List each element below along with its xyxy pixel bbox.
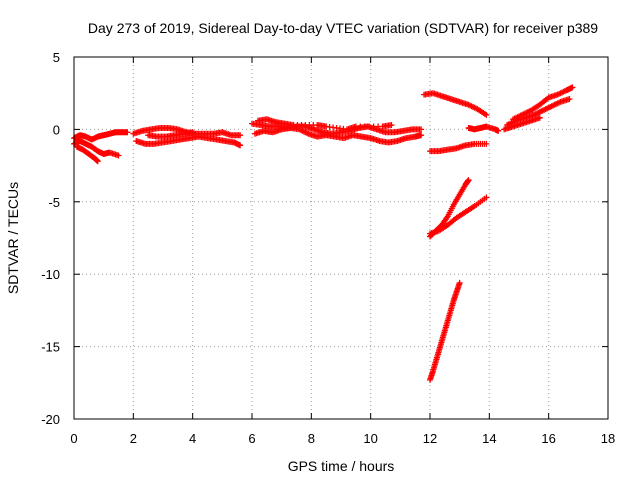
x-tick-label: 8: [308, 431, 315, 446]
y-tick-labels: 5 0 -5 -10 -15 -20: [41, 50, 60, 427]
data-point: [495, 127, 502, 134]
data-point: [483, 111, 490, 118]
x-tick-label: 10: [363, 431, 377, 446]
chart-title: Day 273 of 2019, Sidereal Day-to-day VTE…: [88, 20, 598, 36]
x-tick-label: 18: [601, 431, 615, 446]
data-point: [418, 132, 425, 139]
x-tick-label: 4: [189, 431, 196, 446]
data-point: [418, 126, 425, 133]
x-axis-label: GPS time / hours: [288, 458, 395, 474]
y-tick-label: -20: [41, 412, 60, 427]
data-points: [71, 84, 576, 383]
data-point: [566, 95, 573, 102]
x-tick-label: 14: [482, 431, 496, 446]
data-point: [237, 142, 244, 149]
data-point: [569, 84, 576, 91]
data-point: [388, 122, 395, 129]
data-point: [124, 129, 131, 136]
y-tick-label: -15: [41, 340, 60, 355]
plot-frame: [73, 56, 609, 420]
data-point: [189, 129, 196, 136]
data-point: [465, 177, 472, 184]
data-point: [237, 132, 244, 139]
x-tick-label: 2: [130, 431, 137, 446]
data-point: [536, 114, 543, 121]
x-tick-label: 0: [70, 431, 77, 446]
x-tick-label: 16: [541, 431, 555, 446]
x-tick-label: 12: [423, 431, 437, 446]
data-point: [483, 140, 490, 147]
y-tick-label: 5: [53, 50, 60, 65]
data-point: [94, 158, 101, 165]
y-tick-label: -10: [41, 267, 60, 282]
x-tick-label: 6: [248, 431, 255, 446]
x-tick-labels: 0 2 4 6 8 10 12 14 16 18: [70, 431, 615, 446]
y-tick-label: 0: [53, 122, 60, 137]
y-axis-label: SDTVAR / TECUs: [5, 182, 21, 294]
data-point: [456, 279, 463, 286]
data-point: [483, 194, 490, 201]
y-tick-label: -5: [48, 195, 60, 210]
data-point: [115, 152, 122, 159]
